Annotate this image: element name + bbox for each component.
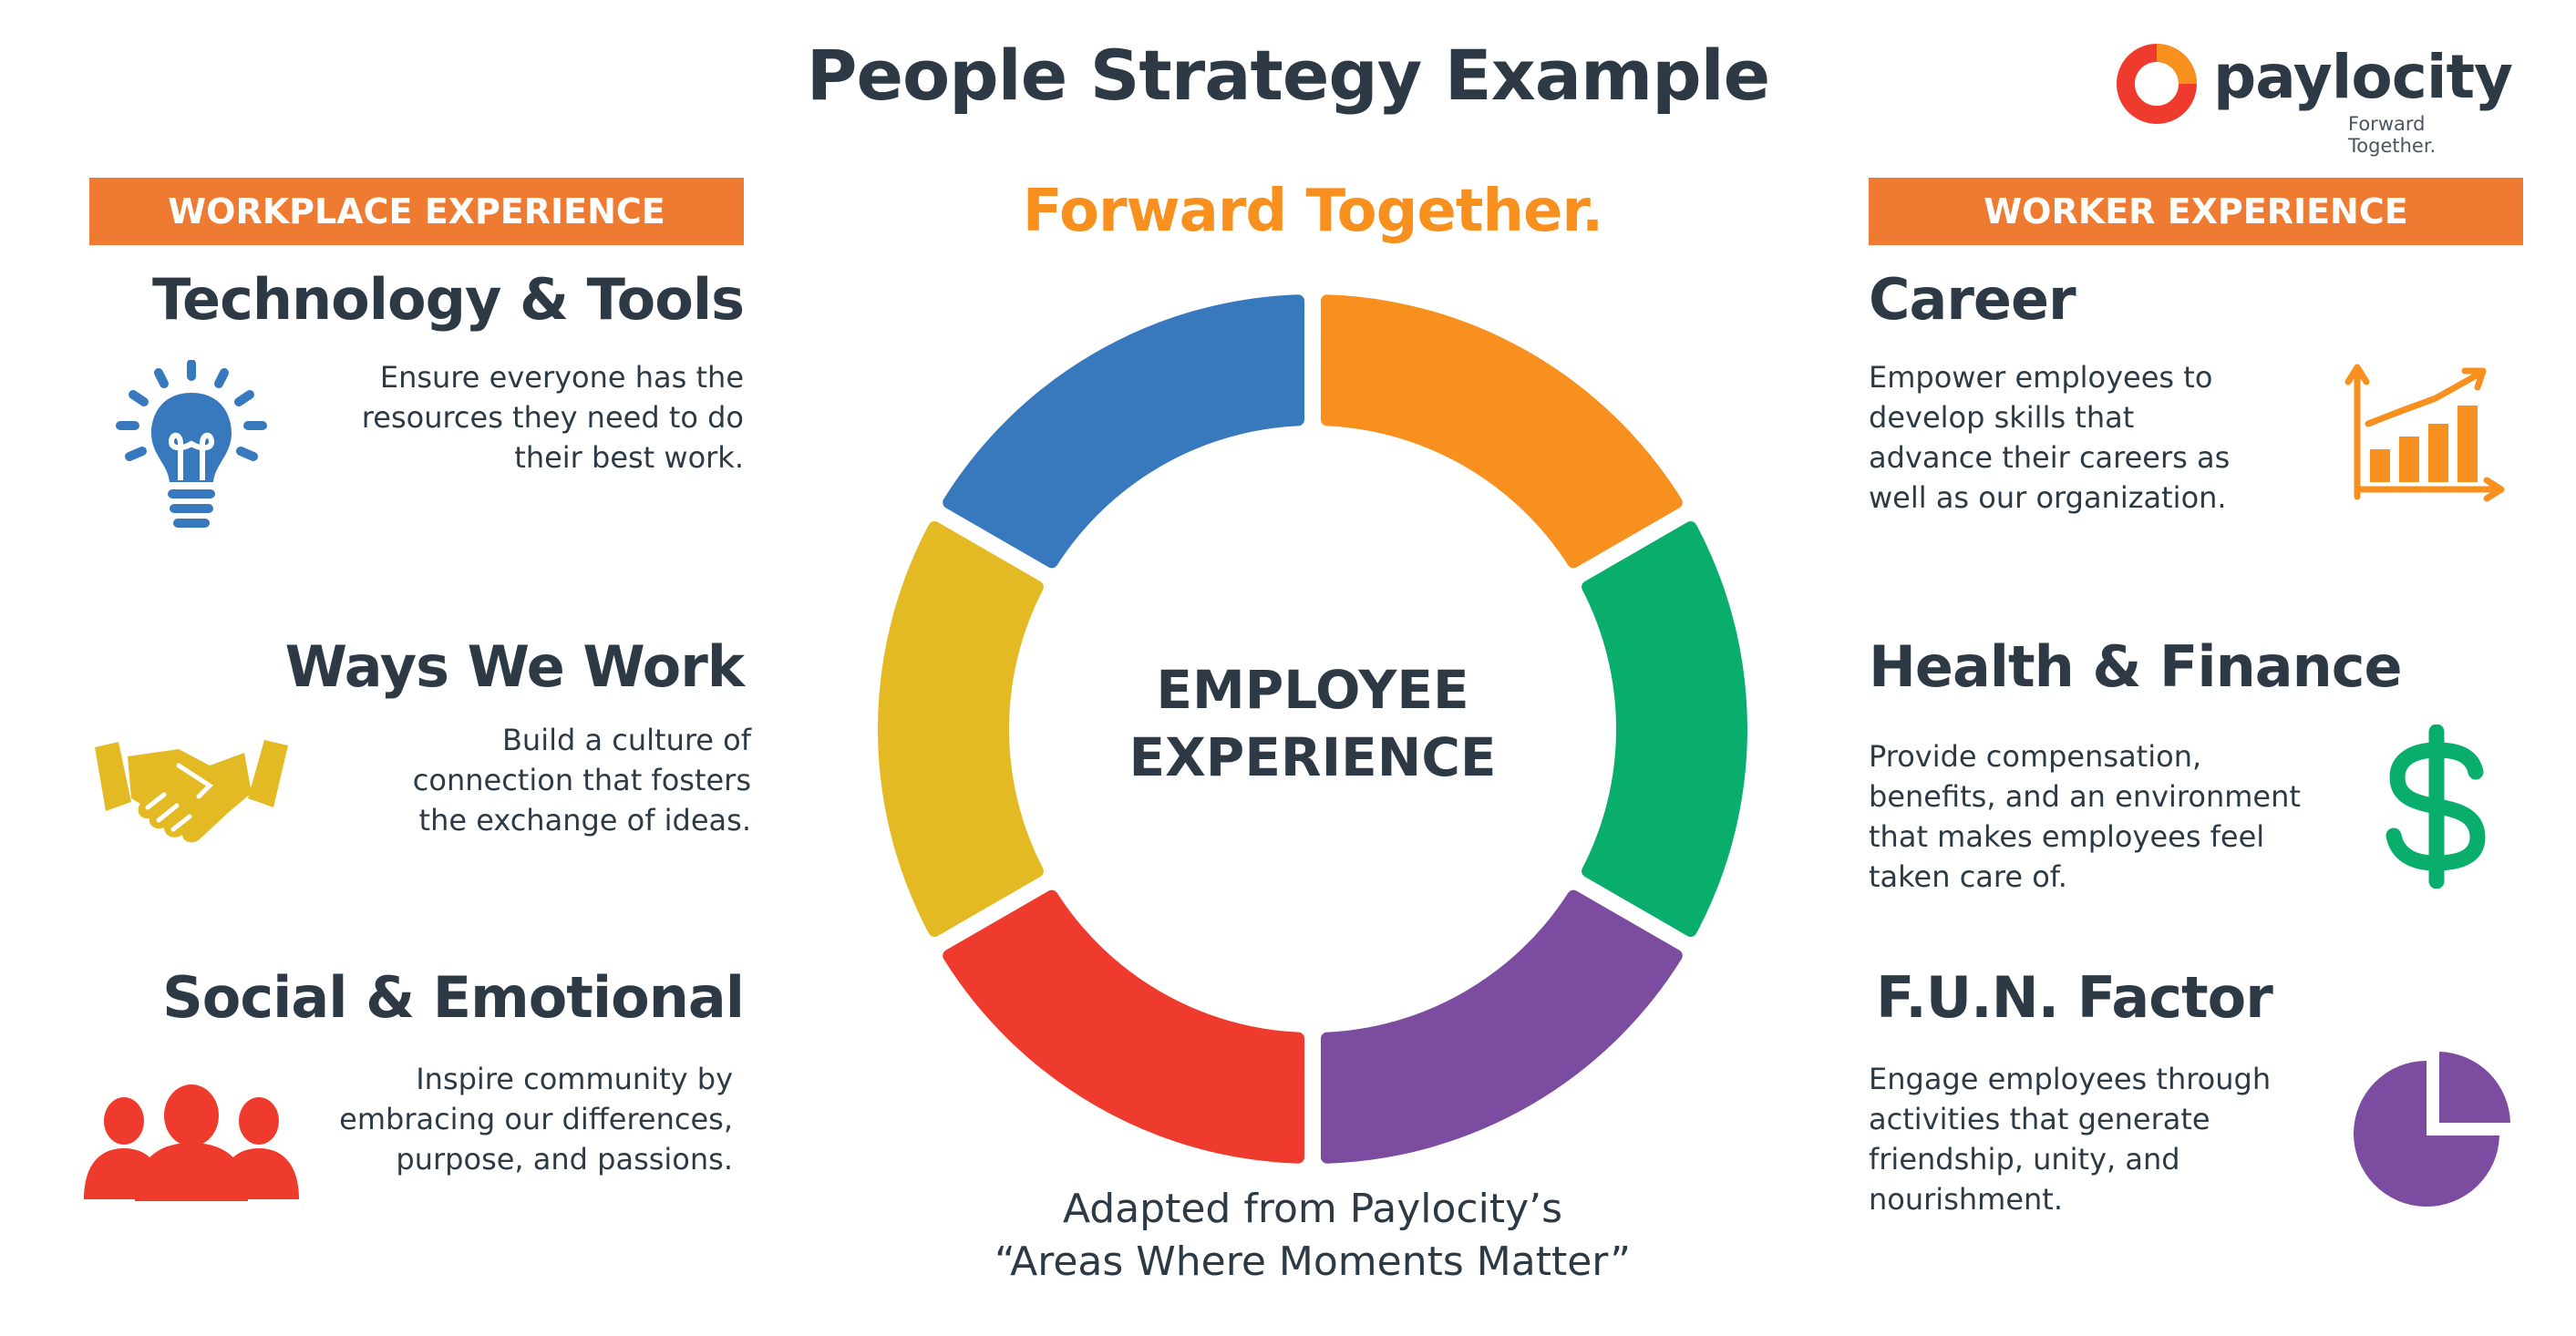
ring-segment-red — [943, 889, 1305, 1164]
center-label-line1: EMPLOYEE — [1156, 659, 1469, 721]
description-line: benefits, and an environment — [1869, 779, 2301, 814]
career-heading: Career — [1869, 266, 2076, 333]
description-line: advance their careers as — [1869, 440, 2231, 475]
ways-we-work-description: Build a culture of connection that foste… — [273, 720, 751, 840]
description-line: connection that fosters — [412, 763, 751, 797]
description-line: well as our organization. — [1869, 480, 2227, 515]
ring-segment-blue — [943, 294, 1305, 569]
source-credit: Adapted from Paylocity’s “Areas Where Mo… — [912, 1183, 1714, 1289]
paylocity-logo: paylocity Forward Together. — [2113, 36, 2513, 157]
career-description: Empower employees to develop skills that… — [1869, 357, 2343, 518]
description-line: the exchange of ideas. — [418, 803, 751, 838]
tagline: Forward Together. — [1022, 178, 1603, 245]
description-line: that makes employees feel — [1869, 819, 2265, 854]
center-label: EMPLOYEE EXPERIENCE — [1030, 656, 1595, 791]
description-line: embracing our differences, — [339, 1102, 733, 1136]
ring-segment-purple — [1320, 889, 1683, 1164]
lightbulb-icon — [116, 360, 267, 528]
dollar-icon — [2385, 725, 2486, 889]
description-line: Build a culture of — [501, 723, 751, 757]
health-finance-heading: Health & Finance — [1869, 633, 2403, 700]
workplace-experience-band: WORKPLACE EXPERIENCE — [89, 178, 744, 245]
credit-line2: “Areas Where Moments Matter” — [994, 1238, 1632, 1285]
pie-chart-icon — [2354, 1052, 2510, 1207]
description-line: nourishment. — [1869, 1182, 2063, 1217]
description-line: Empower employees to — [1869, 360, 2213, 395]
page-title: People Strategy Example — [806, 35, 1770, 116]
logo-wordmark: paylocity — [2213, 42, 2513, 112]
technology-tools-description: Ensure everyone has the resources they n… — [273, 357, 744, 478]
health-finance-description: Provide compensation, benefits, and an e… — [1869, 736, 2343, 897]
description-line: taken care of. — [1869, 859, 2067, 894]
ways-we-work-heading: Ways We Work — [284, 633, 745, 700]
description-line: Engage employees through — [1869, 1062, 2272, 1096]
description-line: friendship, unity, and — [1869, 1142, 2180, 1177]
center-label-line2: EXPERIENCE — [1128, 726, 1497, 788]
description-line: purpose, and passions. — [396, 1142, 733, 1177]
description-line: Provide compensation, — [1869, 739, 2202, 774]
technology-tools-heading: Technology & Tools — [151, 266, 745, 333]
social-emotional-description: Inspire community by embracing our diffe… — [273, 1059, 733, 1179]
description-line: activities that generate — [1869, 1102, 2210, 1136]
credit-line1: Adapted from Paylocity’s — [1062, 1186, 1563, 1232]
ring-segment-yellow — [878, 520, 1044, 938]
worker-experience-band: WORKER EXPERIENCE — [1869, 178, 2523, 245]
ring-segment-orange — [1320, 294, 1683, 569]
description-line: their best work. — [514, 440, 744, 475]
description-line: Inspire community by — [416, 1062, 733, 1096]
fun-factor-heading: F.U.N. Factor — [1876, 964, 2273, 1031]
social-emotional-heading: Social & Emotional — [162, 964, 745, 1031]
ring-segment-green — [1582, 520, 1747, 938]
description-line: develop skills that — [1869, 400, 2135, 435]
people-icon — [84, 1084, 299, 1201]
logo-mark-icon — [2117, 44, 2197, 124]
growth-chart-icon — [2344, 364, 2505, 502]
description-line: resources they need to do — [361, 400, 744, 435]
handshake-icon — [95, 740, 288, 843]
fun-factor-description: Engage employees through activities that… — [1869, 1059, 2343, 1219]
description-line: Ensure everyone has the — [379, 360, 744, 395]
employee-experience-ring — [878, 294, 1747, 1164]
logo-tagline: Forward Together. — [2348, 113, 2437, 157]
